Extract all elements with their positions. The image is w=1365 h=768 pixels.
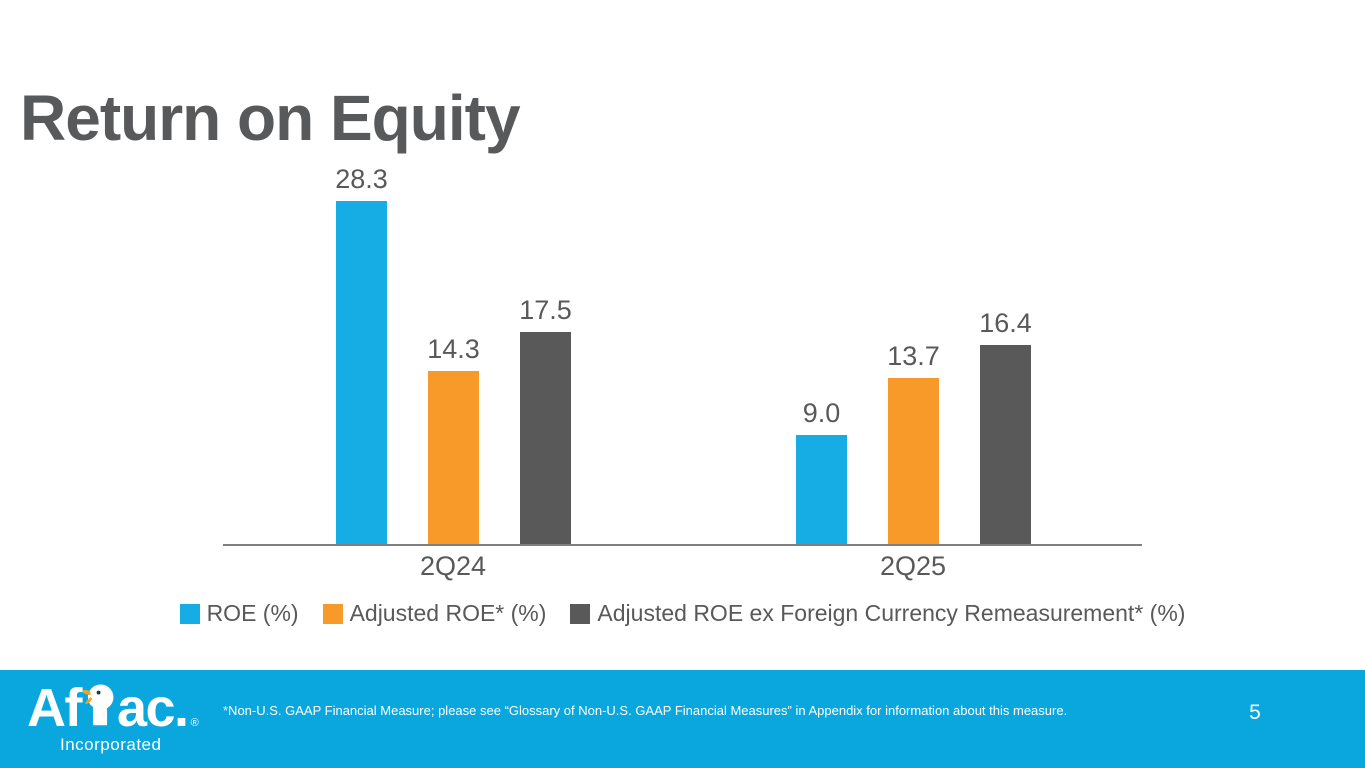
legend-item-adjusted-roe: Adjusted ROE* (%) bbox=[322, 600, 547, 627]
legend-label-adjusted-roe-ex-fx: Adjusted ROE ex Foreign Currency Remeasu… bbox=[597, 600, 1186, 626]
legend-swatch-adjusted-roe-icon bbox=[322, 603, 343, 624]
logo-incorporated: Incorporated bbox=[60, 735, 162, 755]
logo-text-right: ac. bbox=[116, 678, 189, 738]
slide-title: Return on Equity bbox=[20, 81, 521, 154]
bar-2q24-series2 bbox=[428, 371, 479, 544]
page-number: 5 bbox=[1249, 701, 1261, 724]
bar-2q25-series1 bbox=[796, 435, 847, 544]
aflac-wordmark: Af ac. ® bbox=[27, 678, 199, 738]
footer-bar: Af ac. ® Incorporated *Non-U.S. GAAP Fin… bbox=[0, 670, 1365, 768]
category-label-2q25: 2Q25 bbox=[879, 551, 947, 581]
legend-label-adjusted-roe: Adjusted ROE* (%) bbox=[349, 600, 547, 626]
bar-value-label: 16.4 bbox=[979, 308, 1032, 338]
legend-label-roe: ROE (%) bbox=[206, 600, 299, 626]
x-axis-line bbox=[223, 544, 1142, 546]
bar-value-label: 9.0 bbox=[802, 398, 841, 428]
bar-value-label: 28.3 bbox=[335, 164, 388, 194]
bar-2q24-series3 bbox=[520, 332, 571, 544]
duck-icon bbox=[82, 682, 116, 730]
bar-value-label: 17.5 bbox=[519, 295, 572, 325]
footnote: *Non-U.S. GAAP Financial Measure; please… bbox=[223, 703, 1068, 718]
bar-2q25-series2 bbox=[888, 378, 939, 544]
logo-registered-mark: ® bbox=[190, 717, 199, 730]
aflac-logo: Af ac. ® Incorporated bbox=[27, 678, 199, 755]
legend-item-adjusted-roe-ex-fx: Adjusted ROE ex Foreign Currency Remeasu… bbox=[570, 600, 1185, 627]
bar-value-label: 13.7 bbox=[887, 341, 940, 371]
logo-text-left: Af bbox=[27, 678, 82, 738]
bar-2q25-series3 bbox=[980, 345, 1031, 544]
legend-swatch-adjusted-roe-ex-fx-icon bbox=[570, 603, 591, 624]
category-label-2q24: 2Q24 bbox=[419, 551, 487, 581]
chart-legend: ROE (%) Adjusted ROE* (%) Adjusted ROE e… bbox=[0, 600, 1365, 627]
legend-swatch-roe-icon bbox=[179, 603, 200, 624]
bar-2q24-series1 bbox=[336, 201, 387, 544]
legend-item-roe: ROE (%) bbox=[179, 600, 299, 627]
bar-value-label: 14.3 bbox=[427, 334, 480, 364]
